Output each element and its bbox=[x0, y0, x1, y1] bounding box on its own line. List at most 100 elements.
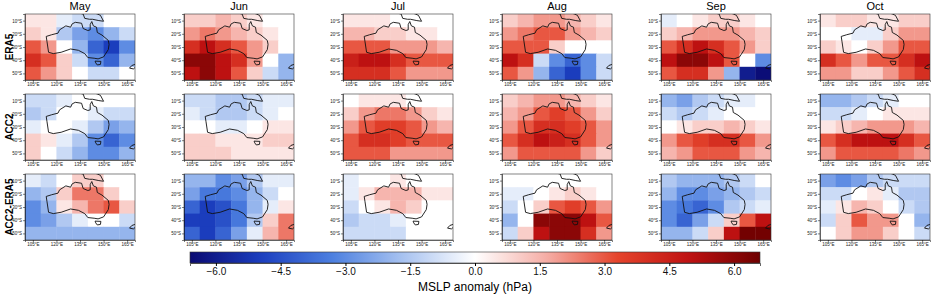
heat-cell bbox=[518, 14, 534, 28]
heat-cell bbox=[278, 187, 294, 201]
x-tick: 120°E bbox=[528, 240, 540, 247]
heat-cell bbox=[104, 174, 120, 188]
y-tick-label: 30°S bbox=[807, 45, 817, 50]
heat-cell bbox=[677, 67, 693, 80]
x-tick-label: 150°E bbox=[575, 82, 587, 87]
heat-cell bbox=[883, 214, 899, 228]
y-tick: 40°S bbox=[12, 218, 25, 223]
heat-cell bbox=[502, 94, 518, 108]
y-tick: 40°S bbox=[648, 138, 661, 143]
x-tick: 120°E bbox=[528, 160, 540, 167]
heat-cell bbox=[549, 174, 565, 188]
heat-cell bbox=[596, 120, 612, 134]
y-tick-mark bbox=[500, 60, 502, 61]
x-tick-label: 150°E bbox=[257, 82, 269, 87]
x-tick: 135°E bbox=[233, 160, 245, 167]
y-tick-label: 50°S bbox=[12, 231, 22, 236]
y-tick-label: 30°S bbox=[489, 45, 499, 50]
heat-cell bbox=[914, 94, 930, 108]
y-tick-label: 30°S bbox=[489, 125, 499, 130]
coastline bbox=[205, 22, 268, 59]
y-tick-mark bbox=[182, 233, 184, 234]
heat-cell bbox=[724, 67, 740, 80]
heat-cell bbox=[692, 174, 708, 188]
heat-cell bbox=[502, 134, 518, 148]
x-tick: 120°E bbox=[687, 160, 699, 167]
y-tick: 10°S bbox=[12, 19, 25, 24]
x-tick-label: 150°E bbox=[893, 162, 905, 167]
y-tick-mark bbox=[659, 47, 661, 48]
heat-cell bbox=[914, 14, 930, 28]
y-tick-mark bbox=[500, 207, 502, 208]
x-tick: 135°E bbox=[710, 80, 722, 87]
heat-cell bbox=[867, 94, 883, 108]
heat-cell bbox=[692, 27, 708, 41]
x-tick-label: 120°E bbox=[846, 162, 858, 167]
x-axis: 105°E120°E135°E150°E165°E bbox=[185, 240, 295, 247]
heat-cell bbox=[278, 14, 294, 28]
x-tick-label: 165°E bbox=[916, 162, 928, 167]
coastline bbox=[925, 221, 931, 229]
y-tick-label: 50°S bbox=[171, 151, 181, 156]
y-tick-label: 10°S bbox=[12, 99, 22, 104]
coastline bbox=[75, 174, 103, 181]
heat-cell bbox=[740, 40, 756, 54]
x-tick-label: 150°E bbox=[893, 242, 905, 247]
heat-cell bbox=[215, 67, 231, 80]
heat-cell bbox=[914, 40, 930, 54]
y-tick: 50°S bbox=[12, 71, 25, 76]
colorbar-tick-label: 0.0 bbox=[469, 266, 483, 277]
colorbar-tick: −4.5 bbox=[271, 263, 291, 277]
heat-cell bbox=[56, 227, 72, 240]
x-tick: 120°E bbox=[846, 80, 858, 87]
y-tick-mark bbox=[500, 21, 502, 22]
heat-cell bbox=[231, 14, 247, 28]
y-tick: 50°S bbox=[489, 71, 502, 76]
heat-cell bbox=[661, 214, 677, 228]
y-tick: 30°S bbox=[171, 205, 184, 210]
heat-cell bbox=[724, 147, 740, 160]
x-tick: 135°E bbox=[551, 160, 563, 167]
heat-cell bbox=[343, 14, 359, 28]
heat-cell bbox=[533, 94, 549, 108]
heat-cell bbox=[56, 54, 72, 68]
heat-cell bbox=[422, 147, 438, 160]
y-tick: 50°S bbox=[330, 71, 343, 76]
x-tick-label: 105°E bbox=[663, 82, 675, 87]
heat-cell bbox=[72, 40, 88, 54]
y-tick-mark bbox=[182, 73, 184, 74]
y-axis-line bbox=[659, 175, 662, 241]
y-tick: 40°S bbox=[330, 138, 343, 143]
y-tick-mark bbox=[500, 194, 502, 195]
x-tick-label: 150°E bbox=[98, 162, 110, 167]
heat-cell bbox=[836, 147, 852, 160]
y-tick-label: 50°S bbox=[330, 71, 340, 76]
colorbar-tick: −1.5 bbox=[401, 263, 421, 277]
x-tick: 165°E bbox=[757, 160, 769, 167]
heat-cell bbox=[867, 174, 883, 188]
heat-cell bbox=[755, 120, 771, 134]
heat-cell bbox=[25, 27, 41, 41]
heat-cell bbox=[359, 147, 375, 160]
x-tick: 105°E bbox=[186, 80, 198, 87]
heat-cell bbox=[390, 200, 406, 214]
colorbar-axis: −6.0−4.5−3.0−1.50.01.53.04.56.0 bbox=[191, 263, 761, 277]
heat-cell bbox=[533, 187, 549, 201]
y-tick-label: 10°S bbox=[648, 19, 658, 24]
y-tick-label: 10°S bbox=[12, 179, 22, 184]
coastline bbox=[711, 174, 739, 181]
coastline bbox=[393, 174, 421, 181]
y-tick-mark bbox=[659, 127, 661, 128]
map-panel bbox=[343, 174, 453, 240]
heat-cell bbox=[72, 14, 88, 28]
y-tick-label: 50°S bbox=[330, 151, 340, 156]
heat-cell bbox=[914, 200, 930, 214]
y-tick-label: 50°S bbox=[12, 71, 22, 76]
y-tick-label: 50°S bbox=[648, 231, 658, 236]
heat-cell bbox=[374, 27, 390, 41]
heat-cell bbox=[422, 120, 438, 134]
y-tick-label: 50°S bbox=[489, 71, 499, 76]
coastline bbox=[46, 102, 109, 139]
y-tick-mark bbox=[23, 140, 25, 141]
heat-cell bbox=[899, 174, 915, 188]
